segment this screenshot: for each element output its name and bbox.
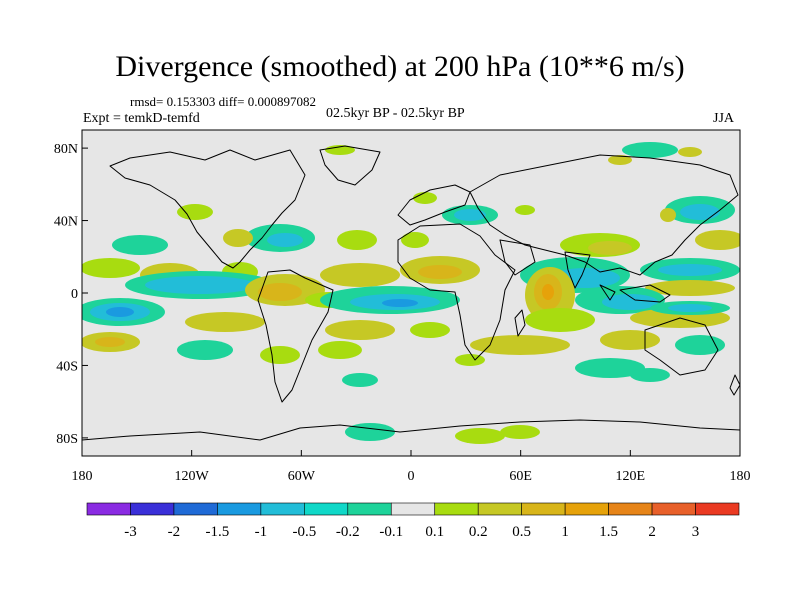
lon-tick-label: 180 [730,469,751,484]
colorbar-swatch [477,502,522,516]
colorbar-swatch [304,502,349,516]
colorbar-label: -1.5 [206,524,230,540]
stats-text: rmsd= 0.153303 diff= 0.000897082 [130,94,316,109]
colorbar-label: 1 [561,524,569,540]
colorbar-label: 2 [648,524,656,540]
colorbar-swatch [695,502,740,516]
colorbar-label: -3 [124,524,137,540]
lon-tick-label: 180 [72,469,93,484]
colorbar-swatch [173,502,218,516]
divergence-field [82,142,740,444]
colorbar-swatch [347,502,392,516]
colorbar-swatch [260,502,305,516]
lat-tick-label: 40S [56,359,78,374]
colorbar-label: 0.1 [425,524,444,540]
lat-tick-label: 80S [56,432,78,447]
colorbar-label: -0.1 [379,524,403,540]
colorbar-label: 0.5 [512,524,531,540]
colorbar-swatch [86,502,131,516]
colorbar-label: -2 [168,524,181,540]
colorbar-label: -1 [255,524,268,540]
plot-title: Divergence (smoothed) at 200 hPa (10**6 … [115,50,685,83]
colorbar: -3 -2 -1.5 -1 -0.5 -0.2 -0.1 0.1 0.2 0.5 1 1.5 2 3 [86,502,740,540]
colorbar-swatch [651,502,696,516]
colorbar-label: 3 [692,524,700,540]
colorbar-swatch [390,502,436,516]
lon-tick-label: 0 [408,469,415,484]
season-text: JJA [713,111,735,126]
lon-tick-label: 120E [616,469,646,484]
colorbar-swatch [130,502,175,516]
colorbar-label: 0.2 [469,524,488,540]
colorbar-swatch [564,502,609,516]
colorbar-swatch [521,502,566,516]
experiment-text: Expt = temkD-temfd [83,111,200,126]
lon-tick-label: 60W [288,469,316,484]
lat-tick-label: 40N [54,215,78,230]
lat-tick-label: 0 [71,287,78,302]
period-text: 02.5kyr BP - 02.5kyr BP [326,106,465,121]
colorbar-label: 1.5 [599,524,618,540]
colorbar-swatch [608,502,653,516]
latitude-axis: 80N 40N 0 40S 80S [54,142,88,447]
lat-tick-label: 80N [54,142,78,157]
colorbar-label: -0.2 [336,524,360,540]
colorbar-label: -0.5 [292,524,316,540]
colorbar-swatch [217,502,262,516]
lon-tick-label: 120W [175,469,210,484]
longitude-axis: 180 120W 60W 0 60E 120E 180 [72,450,751,484]
lon-tick-label: 60E [509,469,532,484]
coastlines [82,145,740,441]
colorbar-swatch [434,502,479,516]
